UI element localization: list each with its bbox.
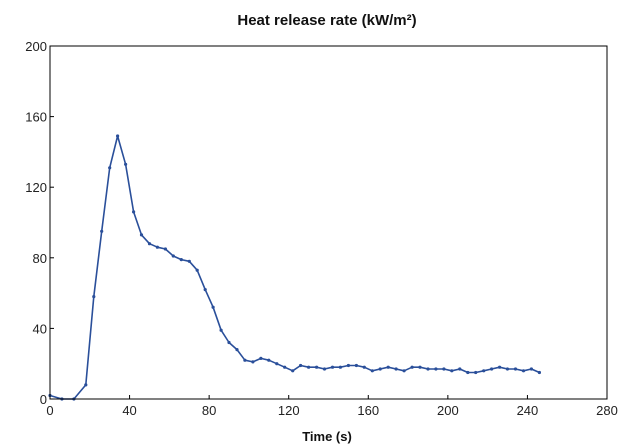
data-point bbox=[322, 367, 327, 371]
x-axis-ticks: 0 40 80 120 160 200 240 280 bbox=[46, 395, 618, 418]
x-tick-label: 200 bbox=[437, 403, 459, 418]
data-point bbox=[100, 229, 104, 233]
data-point bbox=[187, 259, 191, 263]
data-point bbox=[219, 328, 223, 332]
data-point bbox=[521, 369, 526, 373]
data-point bbox=[466, 370, 470, 375]
y-tick-label: 40 bbox=[33, 321, 47, 336]
data-point bbox=[458, 367, 462, 371]
data-point bbox=[132, 210, 136, 214]
data-point bbox=[450, 369, 454, 373]
y-tick-label: 120 bbox=[25, 180, 47, 195]
data-point bbox=[338, 365, 342, 369]
data-point bbox=[116, 134, 120, 138]
y-tick-label: 160 bbox=[25, 110, 47, 125]
data-point bbox=[537, 370, 542, 375]
data-point bbox=[235, 348, 239, 352]
x-tick-label: 80 bbox=[202, 403, 216, 418]
data-point bbox=[482, 369, 486, 373]
data-point bbox=[386, 365, 390, 369]
data-point bbox=[490, 367, 494, 371]
data-point bbox=[434, 367, 438, 371]
series-points bbox=[48, 134, 542, 401]
data-point bbox=[163, 247, 167, 251]
data-point bbox=[291, 369, 295, 373]
y-tick-label: 200 bbox=[25, 39, 47, 54]
data-point bbox=[124, 162, 128, 166]
data-point bbox=[426, 367, 430, 371]
data-point bbox=[171, 254, 175, 258]
x-tick-label: 40 bbox=[122, 403, 136, 418]
data-point bbox=[529, 367, 534, 371]
data-point bbox=[259, 356, 263, 360]
x-tick-label: 280 bbox=[596, 403, 618, 418]
data-point bbox=[346, 363, 350, 368]
x-tick-label: 240 bbox=[517, 403, 539, 418]
data-point bbox=[92, 295, 96, 299]
data-point bbox=[227, 340, 231, 345]
data-point bbox=[402, 369, 406, 373]
data-point bbox=[299, 363, 303, 368]
data-point bbox=[394, 367, 398, 371]
y-tick-label: 80 bbox=[33, 251, 47, 266]
data-point bbox=[84, 383, 88, 387]
x-axis-label: Time (s) bbox=[302, 429, 352, 444]
data-point bbox=[267, 358, 271, 362]
series-line bbox=[49, 135, 540, 400]
x-tick-label: 120 bbox=[278, 403, 300, 418]
data-point bbox=[203, 288, 207, 292]
data-point bbox=[283, 365, 287, 369]
plot-area-frame bbox=[49, 45, 608, 400]
data-point bbox=[275, 362, 279, 366]
data-point bbox=[474, 370, 478, 375]
data-point bbox=[498, 365, 502, 369]
data-point bbox=[513, 367, 518, 371]
data-point bbox=[147, 242, 152, 246]
x-tick-label: 160 bbox=[357, 403, 379, 418]
data-point bbox=[410, 365, 414, 369]
data-point bbox=[251, 360, 255, 364]
data-point bbox=[362, 365, 366, 369]
data-point bbox=[370, 369, 374, 373]
data-point bbox=[378, 367, 382, 371]
data-point bbox=[108, 166, 112, 170]
data-point bbox=[155, 245, 159, 249]
data-point bbox=[505, 367, 510, 371]
data-point bbox=[179, 258, 183, 262]
data-point bbox=[315, 365, 319, 369]
data-point bbox=[139, 233, 144, 237]
data-point bbox=[442, 367, 446, 371]
y-tick-label: 0 bbox=[40, 392, 47, 407]
data-point bbox=[307, 365, 311, 369]
data-point bbox=[211, 305, 215, 309]
data-point bbox=[354, 363, 358, 368]
data-point bbox=[243, 358, 247, 362]
data-point bbox=[195, 268, 199, 272]
data-point bbox=[418, 365, 422, 369]
data-point bbox=[330, 365, 335, 369]
x-tick-label: 0 bbox=[46, 403, 53, 418]
chart-title: Heat release rate (kW/m²) bbox=[237, 12, 416, 29]
